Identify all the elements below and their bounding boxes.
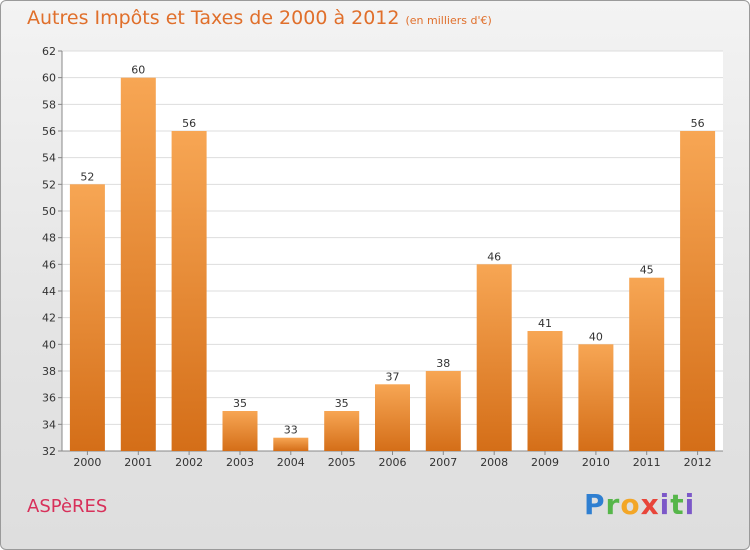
bar-2006	[375, 384, 410, 451]
bar-2007	[425, 371, 461, 451]
commune-name: ASPèRES	[27, 496, 108, 517]
data-label: 40	[589, 330, 603, 343]
y-tick-label: 52	[42, 178, 56, 191]
x-tick-label: 2001	[124, 456, 152, 469]
x-tick-label: 2003	[226, 456, 254, 469]
x-tick-label: 2005	[328, 456, 356, 469]
x-tick-label: 2008	[480, 456, 508, 469]
y-tick-label: 50	[42, 205, 56, 218]
data-label: 35	[233, 397, 247, 410]
y-tick-label: 58	[42, 98, 56, 111]
data-label: 38	[436, 357, 450, 370]
x-tick-label: 2009	[531, 456, 559, 469]
data-label: 56	[182, 117, 196, 130]
y-tick-label: 56	[42, 125, 56, 138]
bar-2002	[171, 131, 207, 451]
bar-2011	[629, 277, 665, 451]
x-tick-label: 2002	[175, 456, 203, 469]
x-tick-label: 2011	[633, 456, 661, 469]
y-tick-label: 46	[42, 258, 56, 271]
y-tick-label: 34	[42, 418, 56, 431]
bar-2012	[680, 131, 716, 451]
data-label: 60	[131, 64, 145, 77]
bar-2000	[69, 184, 105, 452]
data-label: 52	[80, 170, 94, 183]
bar-2005	[324, 411, 360, 451]
chart-title-text: Autres Impôts et Taxes de 2000 à 2012	[27, 7, 400, 29]
y-tick-label: 32	[42, 445, 56, 458]
bar-2009	[527, 331, 563, 451]
x-tick-label: 2004	[277, 456, 305, 469]
x-tick-label: 2007	[429, 456, 457, 469]
data-label: 35	[335, 397, 349, 410]
data-label: 46	[487, 250, 501, 263]
y-tick-label: 48	[42, 232, 56, 245]
y-tick-label: 36	[42, 392, 56, 405]
y-tick-label: 40	[42, 338, 56, 351]
y-tick-label: 62	[42, 45, 56, 58]
bar-2010	[578, 344, 614, 451]
y-tick-label: 42	[42, 312, 56, 325]
y-tick-label: 54	[42, 152, 56, 165]
bar-2008	[476, 264, 512, 451]
chart-title: Autres Impôts et Taxes de 2000 à 2012 (en…	[27, 7, 492, 29]
y-tick-label: 60	[42, 72, 56, 85]
data-label: 56	[691, 117, 705, 130]
bar-2004	[273, 437, 309, 451]
data-label: 45	[640, 264, 654, 277]
x-tick-label: 2012	[684, 456, 712, 469]
y-tick-label: 44	[42, 285, 56, 298]
data-label: 37	[386, 370, 400, 383]
data-label: 33	[284, 424, 298, 437]
bar-2003	[222, 411, 258, 451]
data-label: 41	[538, 317, 552, 330]
x-tick-label: 2006	[379, 456, 407, 469]
x-tick-label: 2000	[73, 456, 101, 469]
y-tick-label: 38	[42, 365, 56, 378]
proxiti-logo: Proxiti	[584, 488, 696, 521]
chart-subtitle: (en milliers d'€)	[405, 14, 492, 27]
bar-2001	[120, 77, 156, 451]
bar-chart: 32 34 36 38 40 42 44 46 48 50 52 54 56 58 60 62 52 2000 60…	[42, 45, 723, 469]
x-tick-label: 2010	[582, 456, 610, 469]
